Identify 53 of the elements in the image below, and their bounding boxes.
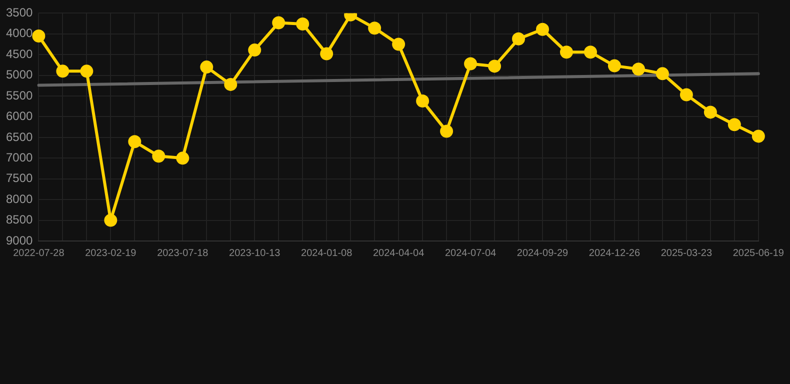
point <box>32 29 46 42</box>
point <box>656 67 669 80</box>
point <box>320 47 334 60</box>
x-tick-label: 2023-02-19 <box>85 248 137 259</box>
x-tick-label: 2025-03-23 <box>660 248 712 259</box>
x-tick-label: 2024-09-29 <box>516 248 569 259</box>
point <box>80 64 94 78</box>
y-tick-label: 9000 <box>6 233 34 248</box>
y-tick-label: 8500 <box>6 212 34 227</box>
y-tick-label: 3500 <box>6 6 34 20</box>
x-tick-label: 2025-06-19 <box>732 248 784 259</box>
x-tick-label: 2023-07-18 <box>157 248 209 259</box>
y-tick-label: 7000 <box>6 150 34 164</box>
point <box>728 118 741 132</box>
y-tick-label: 5000 <box>6 68 34 82</box>
y-tick-label: 6500 <box>6 130 34 144</box>
point <box>368 22 382 35</box>
point <box>104 214 118 227</box>
x-tick-label: 2022-07-28 <box>13 248 65 259</box>
point <box>704 106 717 119</box>
point <box>752 130 765 143</box>
point <box>632 62 645 76</box>
point <box>536 22 550 36</box>
point <box>296 17 310 30</box>
point <box>56 64 70 78</box>
point <box>488 60 502 73</box>
point <box>200 60 214 74</box>
point <box>584 46 597 59</box>
point <box>272 16 286 30</box>
point <box>464 57 478 70</box>
point <box>440 124 454 138</box>
y-tick-label: 7500 <box>6 171 34 186</box>
point <box>560 46 573 59</box>
point <box>152 150 166 163</box>
y-tick-label: 8000 <box>6 192 34 206</box>
point <box>392 38 406 51</box>
x-tick-label: 2024-04-04 <box>372 248 425 259</box>
point <box>416 94 430 108</box>
y-tick-label: 4000 <box>6 26 34 40</box>
point <box>224 78 238 91</box>
x-tick-label: 2024-07-04 <box>444 248 497 259</box>
x-tick-label: 2023-10-13 <box>229 248 281 259</box>
point <box>176 152 190 165</box>
x-tick-label: 2024-01-08 <box>301 248 353 259</box>
y-tick-label: 5500 <box>6 88 34 102</box>
point <box>680 88 693 102</box>
point <box>128 135 142 148</box>
x-tick-label: 2024-12-26 <box>588 248 640 259</box>
point <box>248 44 262 57</box>
point <box>608 59 621 72</box>
y-tick-label: 4500 <box>6 46 34 61</box>
point <box>512 32 526 46</box>
y-tick-label: 6000 <box>6 109 34 124</box>
